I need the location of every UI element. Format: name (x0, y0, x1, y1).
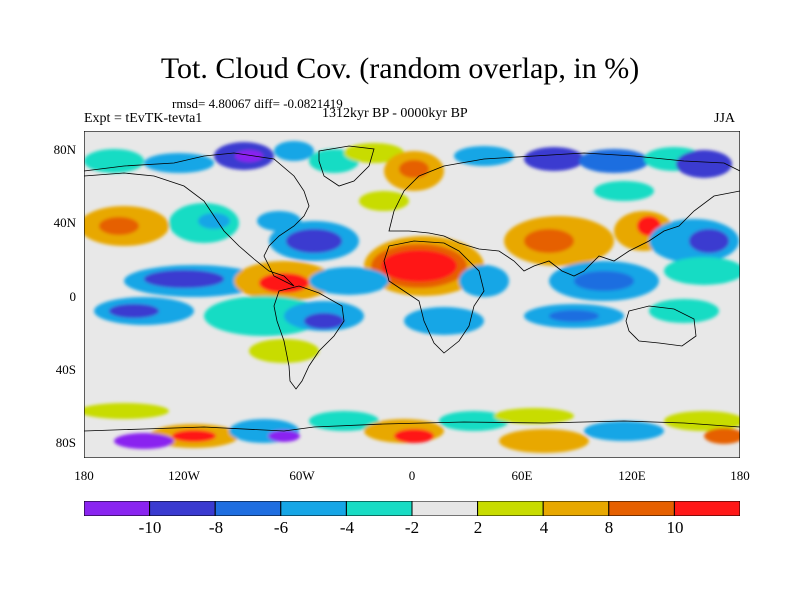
colorbar-label: -2 (404, 518, 420, 537)
colorbar-label: -8 (208, 518, 224, 537)
experiment-label: Expt = tEvTK-tevta1 (84, 111, 203, 126)
colorbar-swatch (608, 501, 675, 516)
colorbar-swatch (149, 501, 216, 516)
stats-label: rmsd= 4.80067 diff= -0.0821419 (172, 96, 343, 111)
lat-tick-40n: 40N (53, 215, 76, 230)
lat-tick-40s: 40S (55, 362, 76, 377)
season-label: JJA (714, 111, 736, 126)
colorbar-swatch (411, 501, 479, 516)
lat-tick-0: 0 (69, 289, 77, 304)
coastlines (84, 145, 740, 432)
colorbar-swatch (477, 501, 544, 516)
south-america-coast (273, 285, 345, 390)
anomaly-field (84, 141, 740, 453)
cloud-cover-map (84, 131, 740, 458)
lon-tick-120w: 120W (168, 468, 200, 483)
period-label: 1312kyr BP - 0000kyr BP (322, 106, 468, 121)
colorbar-label: -10 (138, 518, 162, 537)
antarctica-coast (84, 420, 740, 432)
colorbar-swatch (280, 501, 347, 516)
lon-tick-180e: 180 (730, 468, 750, 483)
colorbar (84, 501, 740, 516)
colorbar-swatch (345, 501, 413, 516)
greenland-coast (318, 145, 375, 187)
colorbar-swatches (84, 501, 740, 516)
lon-tick-120e: 120E (618, 468, 646, 483)
eurasia-coast (388, 152, 740, 277)
colorbar-swatch (673, 501, 740, 516)
north-america-coast (84, 152, 310, 287)
lon-tick-0: 0 (408, 468, 416, 483)
lat-tick-80s: 80S (55, 435, 76, 450)
colorbar-label: 8 (604, 518, 614, 537)
plot-title: Tot. Cloud Cov. (random overlap, in %) (160, 52, 640, 85)
colorbar-label: 10 (666, 518, 684, 537)
lat-tick-80n: 80N (53, 142, 76, 157)
colorbar-swatch (214, 501, 282, 516)
colorbar-swatch (84, 501, 151, 516)
colorbar-label: -6 (273, 518, 289, 537)
lon-tick-180w: 180 (74, 468, 94, 483)
colorbar-swatch (542, 501, 610, 516)
lon-tick-60w: 60W (289, 468, 315, 483)
africa-coast (383, 240, 485, 354)
australia-coast (625, 305, 697, 347)
lon-tick-60e: 60E (511, 468, 533, 483)
colorbar-label: 4 (539, 518, 549, 537)
colorbar-label: 2 (473, 518, 483, 537)
colorbar-label: -4 (339, 518, 355, 537)
